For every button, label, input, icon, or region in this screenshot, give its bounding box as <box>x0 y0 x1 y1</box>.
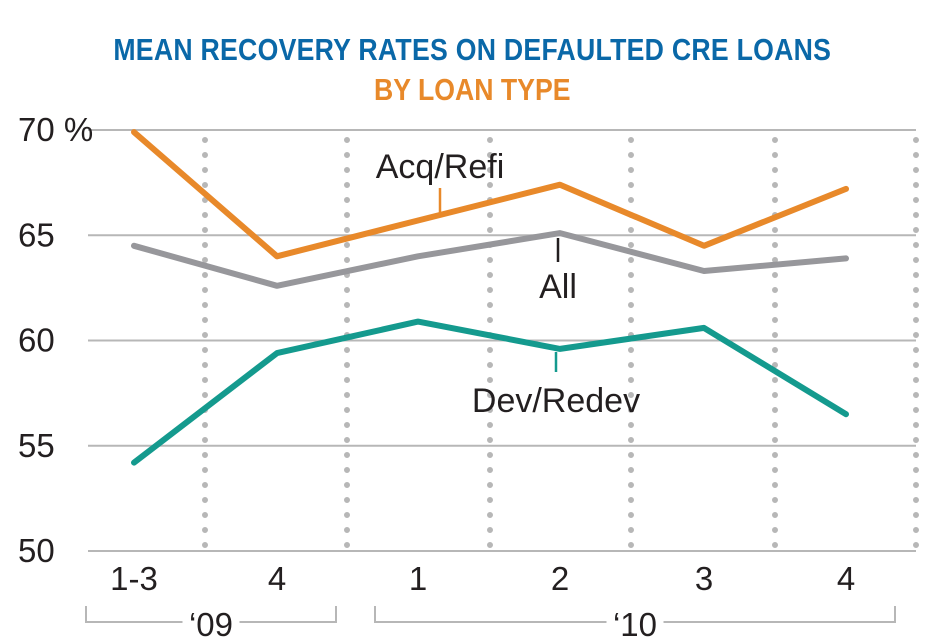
x-tick-label: 1 <box>409 560 427 597</box>
x-tick-label: 4 <box>837 560 855 597</box>
y-tick-label: 60 <box>18 322 55 359</box>
x-tick-label: 4 <box>268 560 286 597</box>
y-axis-ticks: 70 % 65 60 55 50 <box>18 111 93 569</box>
year-label: ‘10 <box>613 606 657 643</box>
label-dev-redev: Dev/Redev <box>472 382 640 420</box>
year-bracket <box>374 606 607 623</box>
label-acq-refi: Acq/Refi <box>376 148 505 186</box>
series-lines <box>131 129 849 466</box>
x-axis-ticks: 1-3 4 1 2 3 4 <box>110 560 855 597</box>
series-line-dev-redev <box>131 318 849 466</box>
year-bracket <box>85 606 183 623</box>
series-line-acq-refi <box>131 129 849 260</box>
y-tick-label: 70 % <box>18 111 93 148</box>
y-tick-label: 50 <box>18 532 55 569</box>
series-line-all <box>131 230 849 289</box>
quarter-separators <box>202 137 919 554</box>
year-label: ‘09 <box>189 606 233 643</box>
year-bracket <box>663 606 896 623</box>
x-tick-label: 1-3 <box>110 560 158 597</box>
series-labels: Acq/Refi All Dev/Redev <box>376 148 640 420</box>
x-tick-label: 2 <box>551 560 569 597</box>
chart-title: MEAN RECOVERY RATES ON DEFAULTED CRE LOA… <box>113 32 832 67</box>
chart-subtitle: BY LOAN TYPE <box>373 72 571 107</box>
y-tick-label: 55 <box>18 427 55 464</box>
year-brackets: ‘09 ‘10 <box>85 606 896 643</box>
y-tick-label: 65 <box>18 216 55 253</box>
year-bracket <box>239 606 337 623</box>
x-tick-label: 3 <box>695 560 713 597</box>
label-all: All <box>539 268 577 306</box>
